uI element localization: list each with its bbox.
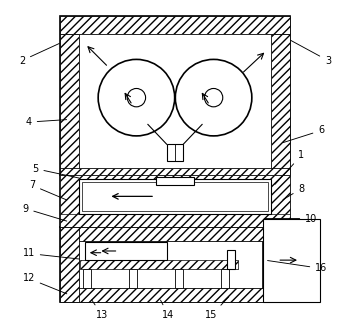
Text: 15: 15 [205, 297, 229, 320]
Bar [167, 144, 183, 161]
Circle shape [175, 59, 252, 136]
Bar [82, 182, 268, 211]
Bar [60, 175, 290, 227]
Bar [85, 242, 167, 260]
Text: 3: 3 [290, 40, 331, 65]
Bar [226, 250, 235, 269]
Bar [78, 34, 272, 168]
Text: 1: 1 [275, 150, 304, 184]
Bar [272, 34, 290, 175]
Text: 12: 12 [22, 274, 67, 294]
Text: 5: 5 [32, 164, 79, 178]
Text: 10: 10 [264, 213, 317, 223]
Text: 9: 9 [22, 204, 67, 221]
Bar [60, 288, 263, 302]
Bar [60, 214, 290, 227]
Bar [60, 175, 290, 227]
Bar [60, 34, 78, 175]
Bar [60, 227, 263, 302]
Text: 11: 11 [22, 248, 79, 259]
Bar [78, 179, 272, 214]
Bar [80, 260, 238, 269]
Text: 7: 7 [29, 180, 67, 200]
Text: 2: 2 [19, 43, 60, 65]
Text: 14: 14 [161, 300, 174, 320]
Bar [263, 218, 320, 302]
Circle shape [204, 89, 223, 107]
Bar [60, 227, 263, 240]
Bar [60, 16, 290, 34]
Circle shape [98, 59, 175, 136]
Bar [156, 177, 194, 185]
Bar [175, 269, 183, 288]
Bar [129, 269, 137, 288]
Bar [60, 227, 78, 302]
Bar [83, 269, 91, 288]
Bar [221, 269, 229, 288]
Text: 6: 6 [283, 125, 324, 143]
Text: 8: 8 [283, 184, 304, 200]
Bar [60, 16, 290, 175]
Text: 4: 4 [26, 117, 66, 127]
Circle shape [127, 89, 146, 107]
Text: 16: 16 [267, 261, 328, 274]
Bar [60, 168, 290, 175]
Text: 13: 13 [92, 300, 108, 320]
